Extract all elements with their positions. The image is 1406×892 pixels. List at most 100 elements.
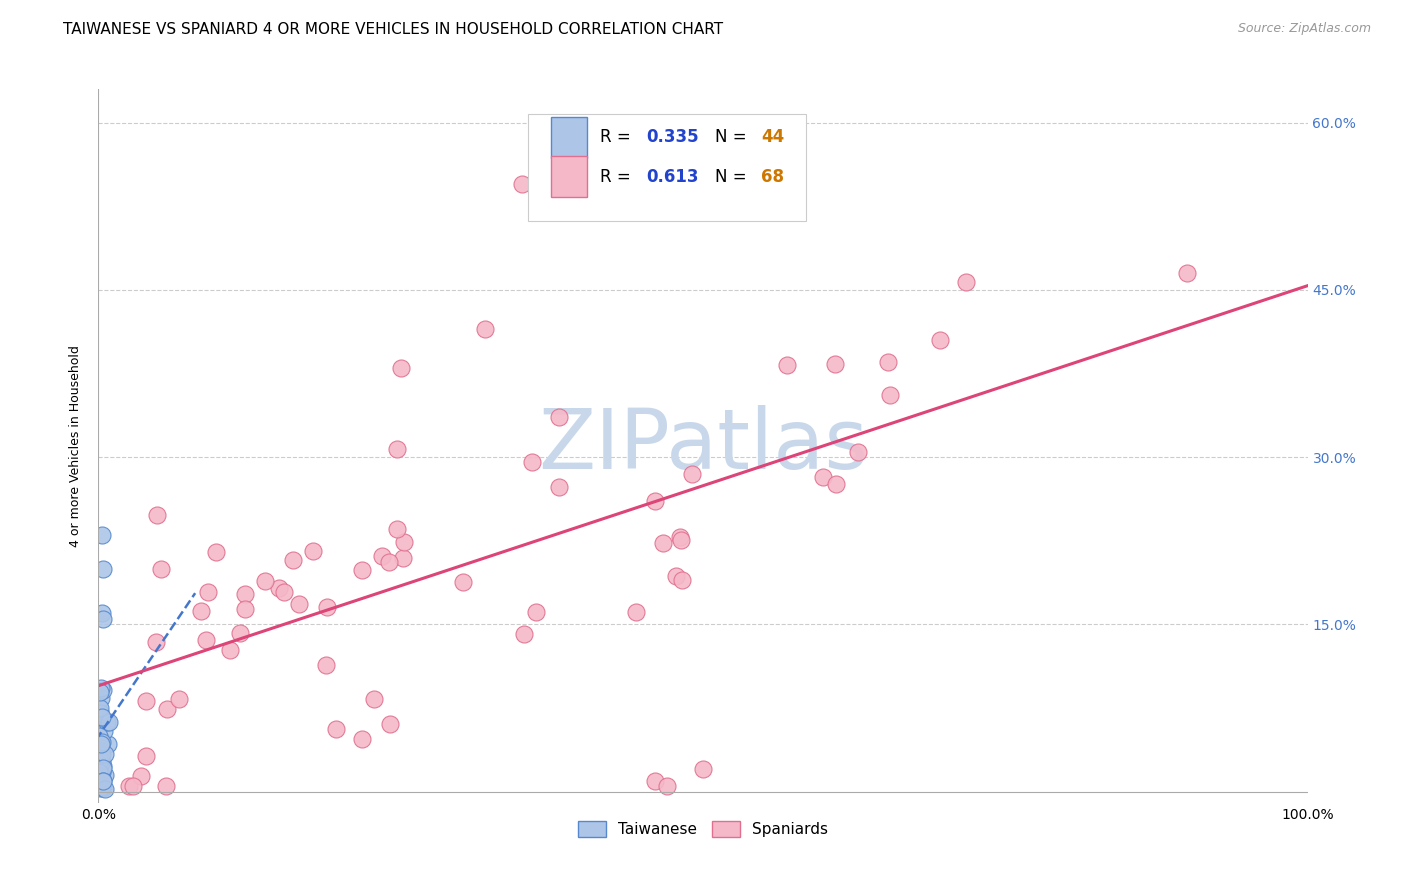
Point	[91, 759, 114, 773]
Point	[169, 692, 191, 706]
Point	[385, 442, 408, 456]
Point	[146, 508, 169, 522]
Point	[89, 735, 111, 749]
Point	[89, 781, 111, 796]
Point	[692, 762, 714, 776]
Point	[155, 779, 177, 793]
Point	[1175, 266, 1198, 280]
Point	[520, 454, 543, 468]
Point	[811, 470, 834, 484]
Point	[644, 494, 666, 508]
Point	[87, 735, 110, 749]
Point	[378, 717, 401, 731]
Point	[135, 694, 157, 708]
Point	[325, 722, 347, 736]
Point	[378, 555, 401, 569]
Point	[90, 739, 112, 754]
Text: N =: N =	[716, 128, 752, 146]
Point	[474, 322, 496, 336]
Point	[510, 177, 533, 191]
Point	[513, 627, 536, 641]
Point	[87, 769, 110, 783]
Point	[624, 605, 647, 619]
Point	[122, 779, 145, 793]
Point	[93, 782, 115, 797]
Point	[91, 562, 114, 576]
Point	[89, 753, 111, 767]
Point	[135, 749, 157, 764]
Point	[94, 747, 117, 761]
Point	[149, 562, 172, 576]
Text: 0.613: 0.613	[647, 168, 699, 186]
Point	[385, 523, 408, 537]
Point	[267, 581, 290, 595]
Point	[846, 444, 869, 458]
Point	[644, 773, 666, 788]
Point	[363, 692, 385, 706]
Point	[681, 467, 703, 482]
Point	[316, 600, 339, 615]
Point	[89, 705, 111, 719]
FancyBboxPatch shape	[551, 156, 586, 197]
Point	[876, 355, 898, 369]
Point	[90, 710, 112, 724]
Point	[91, 780, 114, 794]
Point	[89, 685, 111, 699]
Point	[254, 574, 277, 588]
Point	[547, 481, 569, 495]
Point	[91, 528, 114, 542]
Point	[91, 774, 114, 789]
Point	[90, 736, 112, 750]
Point	[91, 612, 114, 626]
Point	[655, 779, 678, 793]
Point	[288, 598, 311, 612]
Point	[669, 533, 692, 547]
Point	[93, 723, 115, 738]
Point	[91, 755, 114, 769]
Point	[89, 764, 111, 779]
Point	[90, 690, 112, 705]
Point	[89, 706, 111, 721]
Point	[671, 574, 693, 588]
Point	[204, 544, 226, 558]
Point	[87, 764, 110, 779]
Point	[524, 605, 547, 619]
Point	[190, 604, 212, 618]
Point	[219, 643, 242, 657]
Text: 0.335: 0.335	[647, 128, 699, 146]
Point	[89, 707, 111, 722]
Point	[97, 737, 120, 751]
Point	[91, 773, 114, 788]
Point	[89, 709, 111, 723]
Point	[156, 702, 179, 716]
Point	[96, 714, 118, 729]
Point	[90, 737, 112, 751]
Point	[370, 549, 392, 563]
Text: N =: N =	[716, 168, 752, 186]
Point	[281, 553, 304, 567]
Point	[91, 780, 114, 795]
FancyBboxPatch shape	[527, 114, 806, 221]
Point	[197, 584, 219, 599]
Point	[97, 714, 120, 729]
Point	[233, 587, 256, 601]
Point	[824, 357, 846, 371]
Point	[91, 607, 114, 621]
Point	[87, 772, 110, 787]
Point	[665, 568, 688, 582]
Point	[451, 575, 474, 590]
Text: 68: 68	[761, 168, 785, 186]
Point	[194, 633, 217, 648]
Y-axis label: 4 or more Vehicles in Household: 4 or more Vehicles in Household	[69, 345, 83, 547]
Point	[118, 779, 141, 793]
Point	[273, 585, 295, 599]
Point	[91, 761, 114, 775]
Point	[90, 735, 112, 749]
Point	[129, 769, 152, 783]
Point	[392, 551, 415, 566]
Point	[352, 563, 374, 577]
Point	[547, 409, 569, 424]
Legend: Taiwanese, Spaniards: Taiwanese, Spaniards	[571, 814, 835, 845]
Text: R =: R =	[600, 168, 637, 186]
Point	[235, 601, 257, 615]
